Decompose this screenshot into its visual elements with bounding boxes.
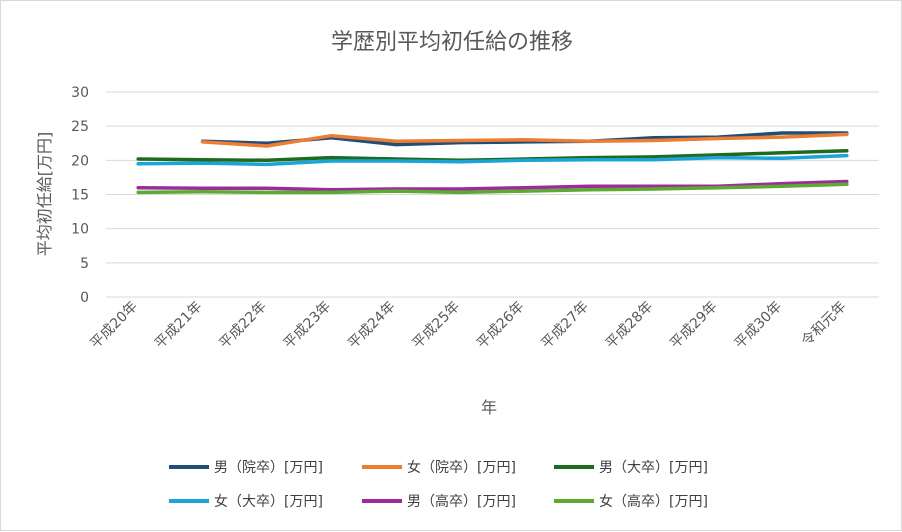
y-tick-label: 15 [71,188,89,204]
series-line [200,132,849,148]
x-axis-ticks: 平成20年 平成21年 平成22年 平成23年 平成24年 平成25年 平成26年 平成27年… [87,299,849,353]
y-tick-label: 30 [71,85,89,101]
y-axis-ticks: 0 5 10 15 20 25 30 [71,85,89,306]
x-tick-label: 平成25年 [410,299,464,353]
gridlines [106,91,879,298]
legend-label: 女（大卒）[万円] [214,493,323,510]
y-tick-label: 5 [80,256,89,272]
y-tick-label: 25 [71,119,89,135]
legend-label: 男（高卒）[万円] [407,493,516,510]
legend: 男（院卒）[万円] 女（院卒）[万円] 男（大卒）[万円] 女（大卒）[万円] 男（高卒… [169,459,708,510]
series-line [136,182,849,195]
legend-label: 男（院卒）[万円] [214,460,323,476]
x-tick-label: 平成20年 [87,299,141,353]
x-tick-label: 平成22年 [216,299,270,353]
x-tick-label: 平成29年 [667,299,721,353]
chart-title: 学歴別平均初任給の推移 [331,30,573,55]
y-tick-label: 20 [71,153,89,169]
x-tick-label: 平成27年 [538,299,592,353]
series-lines [136,131,849,195]
x-tick-label: 平成26年 [474,299,528,353]
y-tick-label: 10 [71,222,89,238]
legend-label: 女（高卒）[万円] [599,493,708,510]
x-axis-title: 年 [481,398,497,417]
x-tick-label: 令和元年 [799,299,850,350]
x-tick-label: 平成21年 [152,299,206,353]
legend-label: 男（大卒）[万円] [599,460,708,476]
x-tick-label: 平成28年 [603,299,657,353]
series-line [136,153,849,167]
x-tick-label: 平成24年 [345,299,399,353]
y-tick-label: 0 [80,290,89,306]
x-tick-label: 平成30年 [732,299,786,353]
y-axis-title: 平均初任給[万円] [35,132,54,257]
legend-label: 女（院卒）[万円] [407,459,516,476]
x-tick-label: 平成23年 [281,299,335,353]
